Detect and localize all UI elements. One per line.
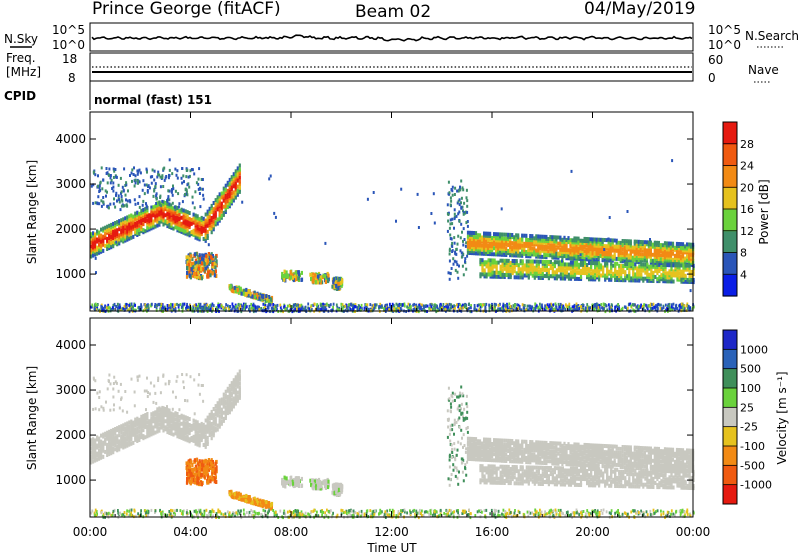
date-title: 04/May/2019	[584, 0, 696, 19]
power-colorbar-tick: 8	[740, 247, 747, 260]
noise-left-tick-bottom: 10^0	[52, 38, 85, 52]
power-echoes	[90, 158, 695, 314]
y-tick-label: 4000	[55, 132, 86, 146]
freq-left-tick-bottom: 8	[68, 71, 76, 85]
freq-label-2: [MHz]	[6, 65, 41, 79]
power-colorbar-tick: 16	[740, 203, 754, 216]
x-axis-label: Time UT	[366, 541, 417, 554]
noise-panel-frame	[89, 22, 694, 52]
power-colorbar: 4 8 12 16 20 24 28	[722, 121, 754, 297]
velocity-colorbar: 1000 500 100 25 -25 -100 -500 -1000	[722, 329, 772, 505]
y-tick-label: 1000	[55, 267, 86, 281]
station-title: Prince George (fitACF)	[92, 0, 281, 19]
noise-left-tick-top: 10^5	[52, 23, 85, 37]
noise-left-label: N.Sky	[4, 32, 38, 46]
velocity-colorbar-tick: 1000	[740, 343, 768, 356]
noise-right-label: N.Search	[745, 29, 799, 43]
velocity-echoes	[90, 369, 695, 520]
power-ylabel: Slant Range [km]	[25, 160, 39, 264]
x-tick-label: 08:00	[274, 525, 309, 539]
x-tick-label: 20:00	[575, 525, 610, 539]
power-colorbar-tick: 28	[740, 138, 754, 151]
velocity-colorbar-tick: 500	[740, 363, 761, 376]
y-tick-label: 2000	[55, 222, 86, 236]
y-tick-label: 2000	[55, 428, 86, 442]
power-colorbar-tick: 4	[740, 268, 747, 281]
freq-label-1: Freq.	[6, 51, 36, 65]
freq-right-tick-bottom: 0	[708, 71, 716, 85]
freq-panel-frame	[89, 52, 694, 82]
power-colorbar-tick: 20	[740, 181, 754, 194]
velocity-colorbar-tick: 100	[740, 382, 761, 395]
noise-right-tick-top: 10^5	[708, 23, 741, 37]
y-tick-label: 3000	[55, 383, 86, 397]
x-tick-label: 00:00	[73, 525, 108, 539]
power-colorbar-tick: 12	[740, 225, 754, 238]
power-colorbar-label: Power [dB]	[757, 179, 771, 244]
power-colorbar-tick: 24	[740, 160, 754, 173]
x-tick-label: 04:00	[173, 525, 208, 539]
x-tick-label: 00:00	[676, 525, 711, 539]
cpid-label: CPID	[4, 89, 36, 103]
freq-left-tick-top: 18	[62, 52, 77, 66]
velocity-colorbar-label: Velocity [m s⁻¹]	[775, 371, 789, 464]
x-tick-label: 16:00	[475, 525, 510, 539]
velocity-colorbar-tick: 25	[740, 401, 754, 414]
noise-right-tick-bottom: 10^0	[708, 38, 741, 52]
y-tick-label: 3000	[55, 177, 86, 191]
velocity-colorbar-tick: -25	[740, 421, 758, 434]
cpid-mode: normal (fast) 151	[94, 93, 212, 107]
velocity-ylabel: Slant Range [km]	[25, 366, 39, 470]
y-tick-label: 1000	[55, 473, 86, 487]
freq-right-tick-top: 60	[708, 53, 723, 67]
noise-sky-line	[91, 34, 693, 42]
nave-label: Nave	[748, 63, 779, 77]
velocity-colorbar-tick: -100	[740, 440, 765, 453]
y-tick-label: 4000	[55, 338, 86, 352]
beam-title: Beam 02	[355, 2, 431, 22]
velocity-colorbar-tick: -1000	[740, 479, 772, 492]
velocity-colorbar-tick: -500	[740, 459, 765, 472]
x-tick-label: 12:00	[374, 525, 409, 539]
